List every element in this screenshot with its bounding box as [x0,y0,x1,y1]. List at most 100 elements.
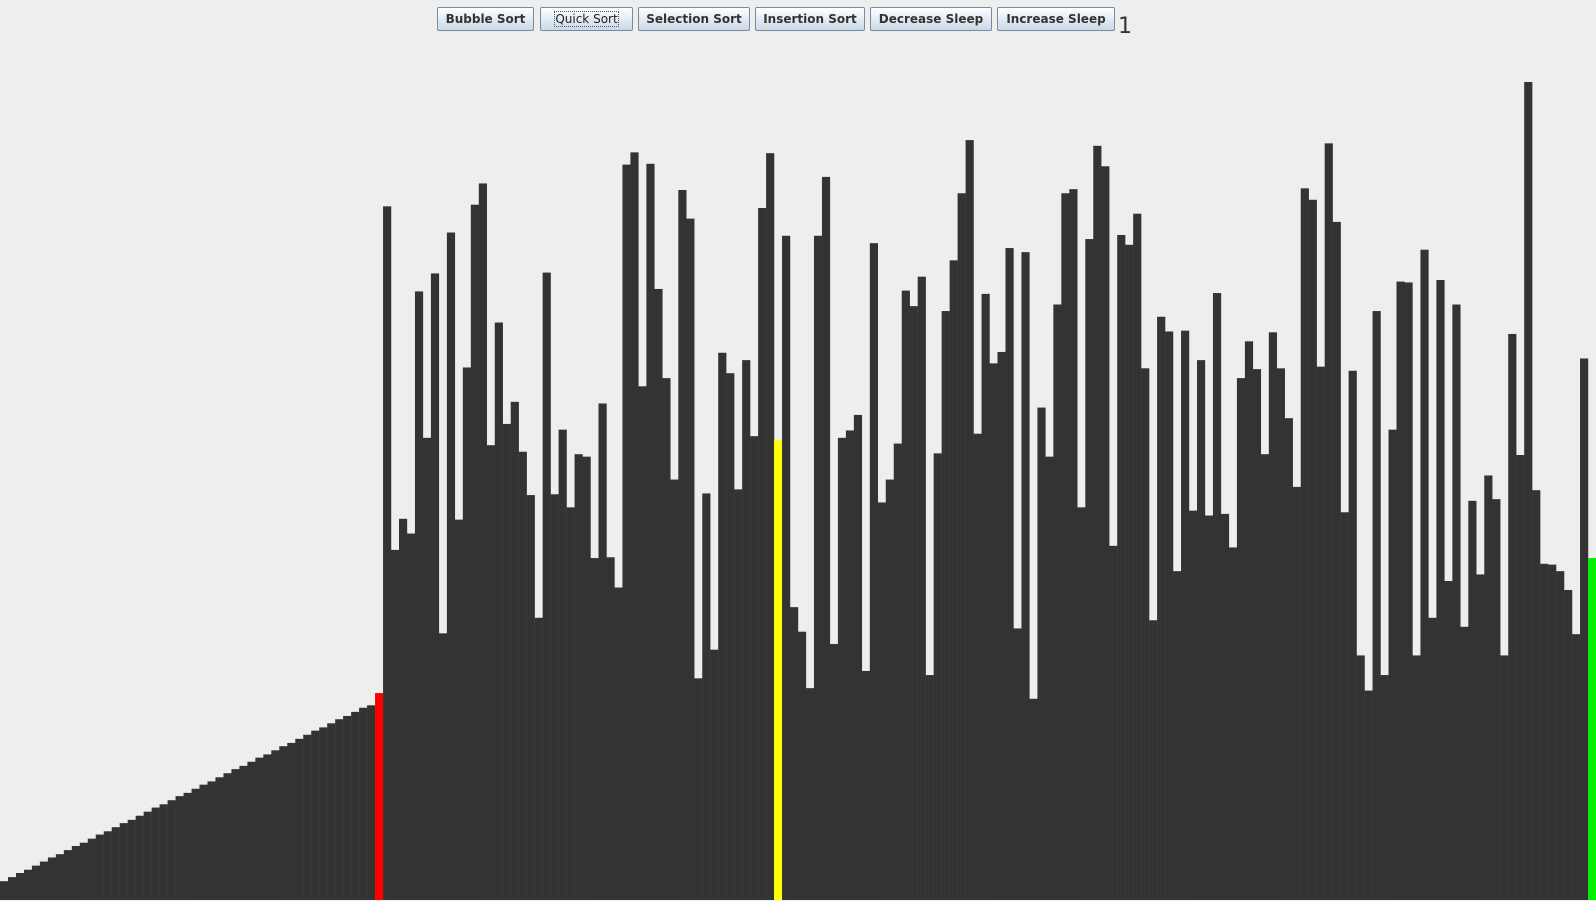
bar [734,489,743,900]
bar [1276,368,1285,900]
bar [1532,490,1541,900]
bar [1516,455,1525,900]
bar [614,587,623,900]
bar [813,235,823,900]
bar [478,183,487,900]
bar [901,290,910,901]
bar [510,401,519,900]
bar [167,800,176,900]
bar [231,769,240,900]
bar [55,854,65,900]
increase-sleep-button[interactable]: Increase Sleep [997,7,1115,31]
bar [247,761,256,900]
bar [1540,563,1549,900]
bar [1500,655,1509,900]
bar [1189,510,1198,900]
bar [406,533,416,900]
bar [1300,188,1309,901]
bar [1037,407,1046,900]
bar [1284,418,1293,900]
bar [1292,486,1301,900]
bar [1204,515,1214,900]
bar [1404,282,1413,900]
bar [1356,655,1365,900]
bar [454,519,464,900]
bar [1101,166,1110,900]
bar [1021,252,1030,900]
bar [1420,249,1429,900]
bar [1165,331,1174,900]
bar [1428,617,1437,900]
bar [837,437,847,900]
bar [359,707,368,900]
bar [534,617,543,900]
decrease-sleep-button[interactable]: Decrease Sleep [870,7,992,31]
bar [255,757,264,900]
bar [1396,281,1405,901]
highlighted-bar [375,693,384,900]
bar [143,811,152,900]
bar [550,494,559,900]
bubble-sort-button[interactable]: Bubble Sort [437,7,534,31]
quick-sort-button[interactable]: Quick Sort [540,7,633,31]
bar [917,276,926,900]
bar [383,206,392,901]
bar [798,631,807,900]
bar [494,322,503,900]
bar [686,218,695,901]
bar [670,479,679,900]
bar [941,311,950,900]
bar [1452,304,1461,900]
bar [1109,545,1118,900]
bar [63,850,73,900]
bar [1564,589,1573,900]
selection-sort-button[interactable]: Selection Sort [638,7,750,31]
bar [1061,193,1070,900]
bar [1388,429,1397,900]
bar [973,433,982,900]
bar [1077,507,1086,900]
bar [702,493,711,900]
bar [909,306,918,900]
bar [590,558,599,900]
highlighted-bar [774,440,783,900]
bar [207,781,216,900]
bar [87,838,96,900]
bar [462,367,472,901]
bar [1220,513,1230,900]
bar [399,518,408,900]
bar [678,189,687,901]
bar [1332,221,1341,900]
bar [1556,571,1565,900]
bar [766,153,775,901]
bar [574,454,583,900]
bar [446,232,456,900]
bar [829,643,839,900]
bar [215,777,224,900]
bar [1268,332,1277,900]
bar [327,723,336,900]
bar [1197,360,1206,900]
bar [1412,655,1421,900]
bar [79,842,88,900]
bar [646,163,655,901]
bar [989,363,998,900]
insertion-sort-button[interactable]: Insertion Sort [755,7,865,31]
bar [893,443,902,900]
bar [287,742,296,900]
bar [782,235,791,900]
bar [1069,189,1078,900]
bar [1005,248,1014,901]
bar [1252,369,1262,900]
bar [1013,628,1022,900]
bar [558,429,567,900]
bar [1340,512,1349,900]
bar [710,649,719,900]
bar [638,386,647,900]
bar [869,243,878,900]
bar [925,675,934,900]
bar [997,351,1006,900]
bar [885,479,894,900]
bar [1244,341,1254,900]
